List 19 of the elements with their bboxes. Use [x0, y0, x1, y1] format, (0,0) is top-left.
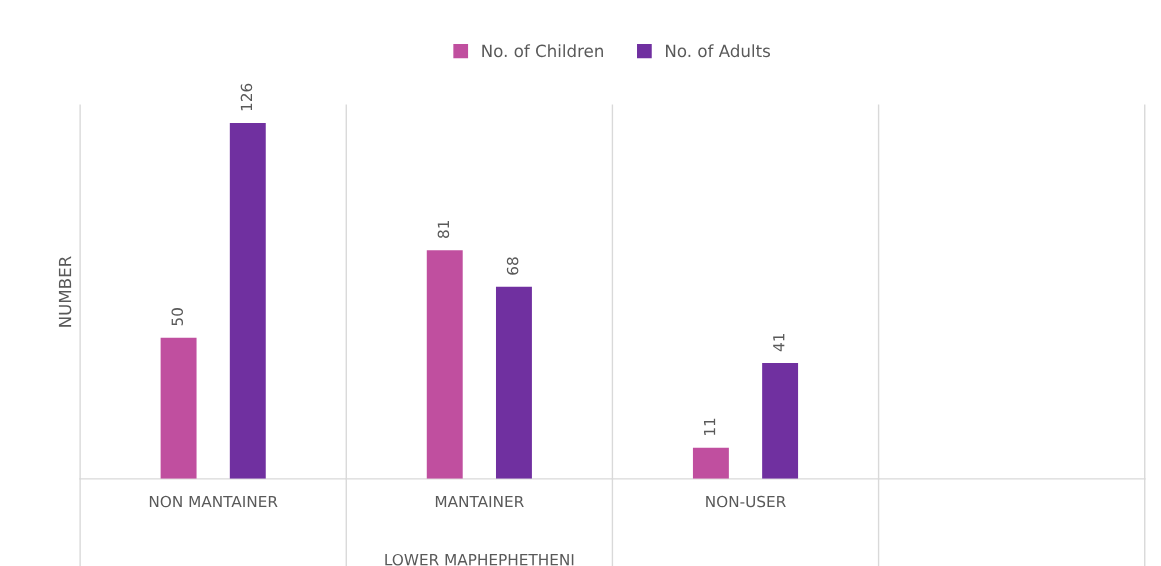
data-label: 41	[773, 333, 785, 352]
data-label: 81	[437, 220, 450, 238]
y-axis-title: NUMBER	[58, 256, 72, 327]
data-label: 68	[506, 257, 519, 275]
bar	[229, 123, 266, 479]
bar	[692, 447, 729, 479]
x-tick-label: NON-USER	[706, 495, 786, 508]
bar	[762, 363, 799, 479]
x-tick-label: MANTAINER	[435, 495, 524, 508]
data-label: 126	[240, 83, 253, 111]
text: LOWER MAPHEPHETHENI	[385, 553, 574, 566]
legend-label: No. of Children	[482, 44, 603, 58]
bar	[426, 250, 463, 479]
data-label: 50	[171, 308, 184, 326]
bar	[495, 286, 532, 479]
legend-label: No. of Adults	[666, 44, 770, 58]
x-tick-label: NON MANTAINER	[149, 495, 278, 508]
data-label: 11	[703, 418, 716, 435]
bar	[160, 337, 197, 479]
